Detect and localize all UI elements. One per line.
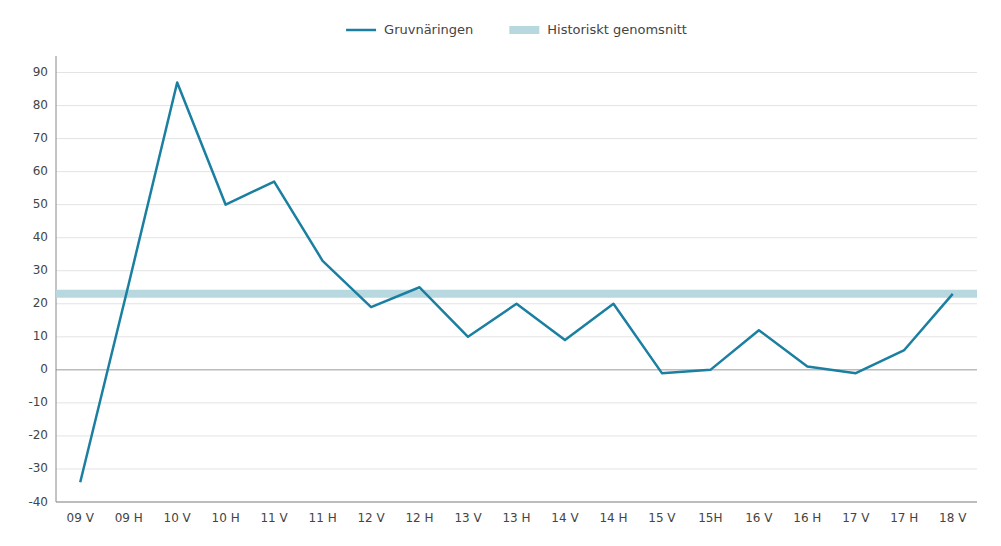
y-tick-label: 80: [33, 98, 48, 112]
x-tick-label: 17 V: [842, 511, 870, 525]
grid-line: [56, 72, 977, 73]
grid-line: [56, 105, 977, 106]
legend-swatch: [509, 26, 539, 34]
legend-item: Gruvnäringen: [346, 22, 473, 37]
y-tick-label: -30: [28, 461, 48, 475]
y-tick-label: -40: [28, 495, 48, 509]
x-tick-label: 15H: [698, 511, 722, 525]
x-tick-label: 14 H: [599, 511, 627, 525]
x-tick-label: 17 H: [890, 511, 918, 525]
chart-container: -40 -30 -20 -10 0 10 20 30 40 50 60 70 80 90 09 V 09 H 1…: [0, 0, 1001, 546]
legend-label: Gruvnäringen: [384, 22, 473, 37]
y-tick-label: 90: [33, 65, 48, 79]
x-tick-label: 09 H: [115, 511, 143, 525]
grid-line: [56, 138, 977, 139]
x-axis-line: [56, 502, 977, 503]
grid-line: [56, 237, 977, 238]
legend: Gruvnäringen Historiskt genomsnitt: [346, 22, 687, 37]
grid-line: [56, 435, 977, 436]
y-tick-label: 20: [33, 296, 48, 310]
y-tick-label: 0: [40, 362, 48, 376]
y-axis-ticks: -40 -30 -20 -10 0 10 20 30 40 50 60 70 80 90: [28, 65, 48, 508]
grid-line: [56, 336, 977, 337]
reference-line: [56, 290, 977, 298]
y-tick-label: 30: [33, 263, 48, 277]
x-tick-label: 12 H: [405, 511, 433, 525]
legend-item: Historiskt genomsnitt: [509, 22, 687, 37]
x-tick-label: 14 V: [551, 511, 579, 525]
x-tick-label: 10 H: [212, 511, 240, 525]
x-tick-label: 13 V: [454, 511, 482, 525]
x-tick-label: 11 V: [260, 511, 288, 525]
y-tick-label: 10: [33, 329, 48, 343]
x-tick-label: 18 V: [939, 511, 967, 525]
y-tick-label: -20: [28, 428, 48, 442]
legend-swatch: [346, 29, 376, 32]
y-tick-label: 70: [33, 131, 48, 145]
grid-line: [56, 171, 977, 172]
x-tick-label: 16 V: [745, 511, 773, 525]
x-tick-label: 16 H: [793, 511, 821, 525]
grid-line: [56, 468, 977, 469]
plot-area: [56, 82, 977, 482]
grid-line: [56, 204, 977, 205]
grid-line: [56, 402, 977, 403]
x-tick-label: 13 H: [502, 511, 530, 525]
x-axis-ticks: 09 V 09 H 10 V 10 H 11 V 11 H 12 V 12 H 13 V 13 H…: [67, 511, 968, 525]
y-axis-line: [56, 56, 57, 502]
y-tick-label: 50: [33, 197, 48, 211]
legend-label: Historiskt genomsnitt: [547, 22, 687, 37]
chart-svg: -40 -30 -20 -10 0 10 20 30 40 50 60 70 80 90 09 V 09 H 1…: [0, 0, 1001, 546]
grid-line: [56, 270, 977, 271]
y-tick-label: 40: [33, 230, 48, 244]
grid: [56, 73, 977, 502]
x-tick-label: 09 V: [67, 511, 95, 525]
x-tick-label: 10 V: [164, 511, 192, 525]
x-tick-label: 11 H: [309, 511, 337, 525]
x-tick-label: 12 V: [357, 511, 385, 525]
y-tick-label: -10: [28, 395, 48, 409]
grid-line: [56, 502, 977, 503]
y-tick-label: 60: [33, 164, 48, 178]
x-tick-label: 15 V: [648, 511, 676, 525]
series-line: [80, 82, 953, 482]
